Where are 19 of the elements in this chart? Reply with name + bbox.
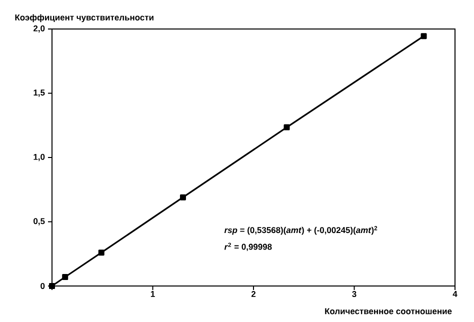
y-tick-label: 0,5 — [34, 218, 45, 226]
y-tick-label: 1,0 — [34, 154, 45, 162]
annotation: r$^{2}$ = 0,99998 — [224, 242, 272, 252]
point — [98, 250, 104, 256]
y-tick-label: 1,5 — [34, 90, 45, 97]
y-axis-title: Коэффициент чувствительности — [15, 14, 154, 22]
x-axis-title: Количественное соотношение — [325, 308, 452, 314]
point — [180, 194, 186, 200]
point — [49, 283, 55, 289]
point — [284, 124, 290, 130]
x-tick-label: 4 — [452, 291, 458, 297]
annotation: rsp = (0,53568)(amt) + (-0,00245)(amt)$^{2}$ — [224, 226, 378, 235]
y-tick-label: 2,0 — [34, 25, 45, 33]
point — [420, 33, 427, 40]
point — [62, 274, 68, 280]
x-tick-label: 1 — [150, 291, 155, 297]
x-tick-label: 2 — [251, 291, 256, 297]
y-tick-label: 0 — [40, 283, 45, 289]
x-tick-label: 3 — [352, 291, 356, 298]
